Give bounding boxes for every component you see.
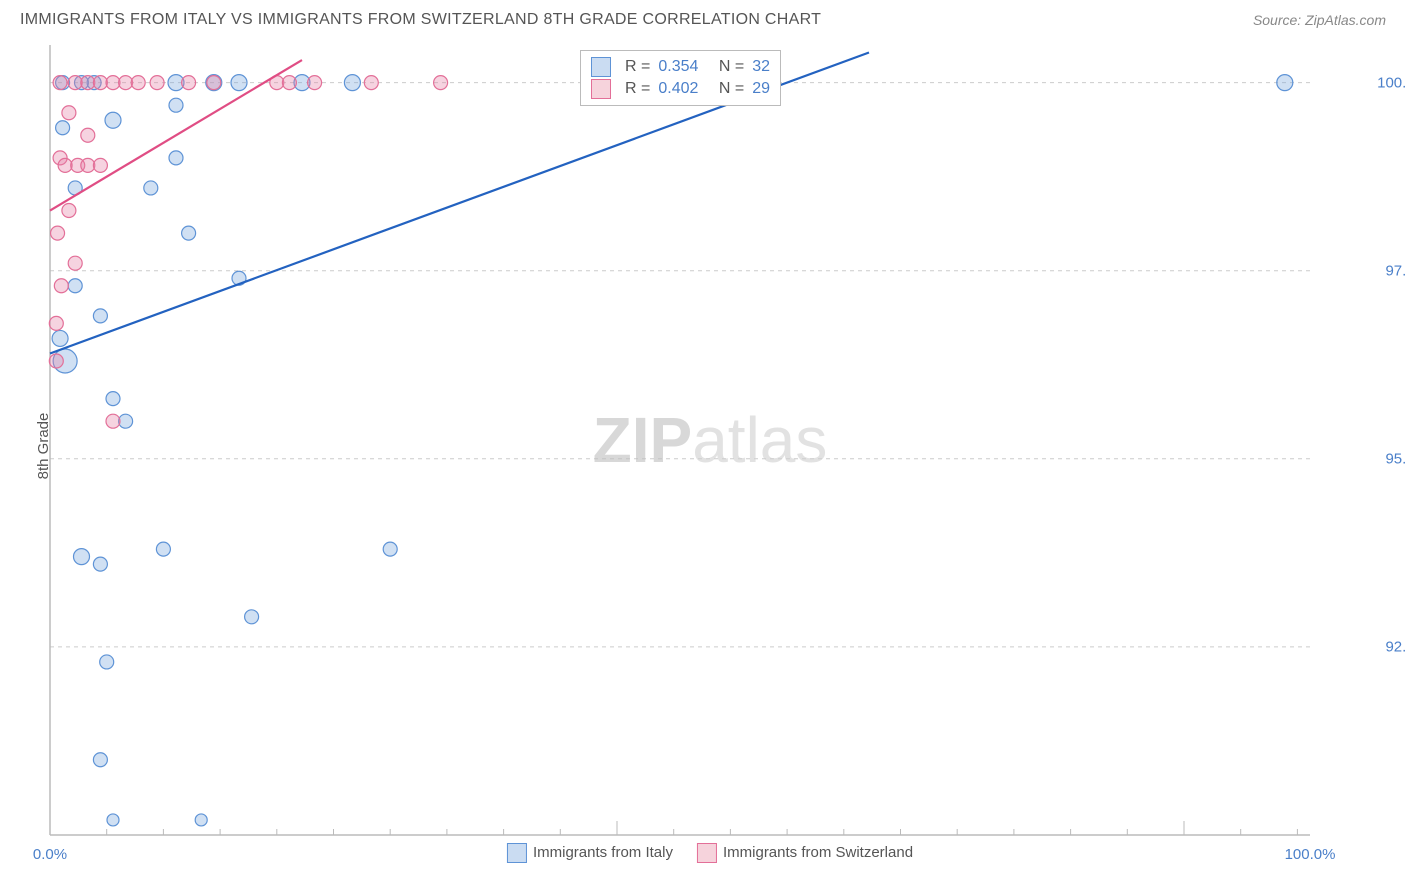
y-tick-label: 97.5% <box>1385 262 1406 279</box>
correlation-legend-box: R = 0.354 N = 32 R = 0.402 N = 29 <box>580 50 781 106</box>
legend-row-switzerland: R = 0.402 N = 29 <box>591 79 770 99</box>
x-tick-label: 100.0% <box>1285 846 1336 863</box>
y-tick-label: 95.0% <box>1385 450 1406 467</box>
legend-row-italy: R = 0.354 N = 32 <box>591 57 770 77</box>
swatch-switzerland <box>697 843 717 863</box>
swatch-switzerland-icon <box>591 79 611 99</box>
legend-item-switzerland: Immigrants from Switzerland <box>697 843 913 863</box>
y-tick-label: 92.5% <box>1385 638 1406 655</box>
x-tick-label: 0.0% <box>33 846 67 863</box>
chart-source: Source: ZipAtlas.com <box>1253 12 1386 28</box>
y-tick-label: 100.0% <box>1377 74 1406 91</box>
chart-area: ZIPatlas 100.0%97.5%95.0%92.5% 0.0%100.0… <box>50 45 1370 835</box>
chart-title: IMMIGRANTS FROM ITALY VS IMMIGRANTS FROM… <box>20 11 821 29</box>
chart-header: IMMIGRANTS FROM ITALY VS IMMIGRANTS FROM… <box>0 0 1406 40</box>
swatch-italy <box>507 843 527 863</box>
legend-item-italy: Immigrants from Italy <box>507 843 673 863</box>
x-axis-legend: Immigrants from Italy Immigrants from Sw… <box>507 843 913 863</box>
swatch-italy-icon <box>591 57 611 77</box>
scatter-plot-svg <box>50 45 1310 835</box>
